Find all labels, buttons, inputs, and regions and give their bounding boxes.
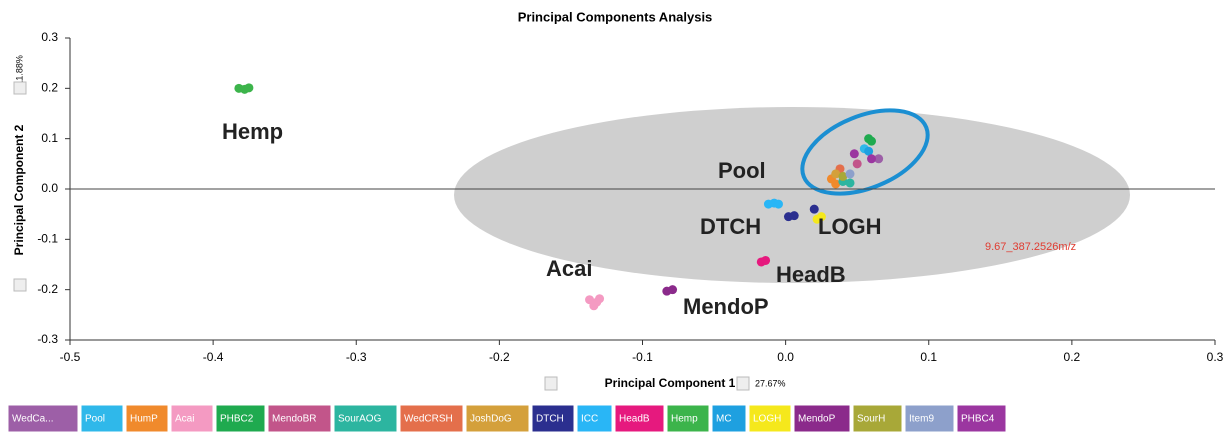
point [867, 154, 876, 164]
point [816, 212, 826, 222]
legend-swatch[interactable] [267, 404, 332, 433]
annotation: LOGH [818, 214, 882, 239]
point [838, 171, 848, 181]
legend-swatch[interactable] [465, 404, 530, 433]
y-scroll-down[interactable] [13, 278, 27, 292]
point [864, 146, 874, 156]
annotation: DTCH [700, 214, 761, 239]
legend-swatch[interactable] [793, 404, 851, 433]
point [595, 294, 605, 304]
point [852, 159, 862, 169]
annotation: MendoP [683, 294, 769, 319]
y-scroll-up[interactable] [13, 81, 27, 95]
x-tick-label: -0.2 [489, 350, 510, 364]
annotation: 9.67_387.2526m/z [985, 241, 1076, 253]
x-tick-label: -0.4 [203, 350, 224, 364]
annotation: Pool [718, 158, 766, 183]
point [773, 199, 783, 209]
legend-swatch[interactable] [170, 404, 214, 433]
legend-label[interactable]: Pool [85, 414, 105, 425]
annotation: Acai [546, 256, 592, 281]
x-scroll-right[interactable] [736, 376, 750, 391]
legend-label[interactable]: Hemp [671, 414, 698, 425]
legend-label[interactable]: MendoP [798, 414, 836, 425]
x-tick-label: 0.1 [920, 350, 937, 364]
loading-cloud [454, 107, 1130, 283]
y-tick-label: 0.1 [41, 131, 58, 145]
point [789, 211, 799, 221]
x-tick-label: 0.3 [1207, 350, 1224, 364]
legend-swatch[interactable] [904, 404, 955, 433]
legend-swatch[interactable] [956, 404, 1007, 433]
highlight-ellipse [800, 108, 930, 196]
x-tick-label: 0.2 [1064, 350, 1081, 364]
y-tick-label: -0.1 [37, 232, 58, 246]
legend-label[interactable]: JoshDoG [470, 414, 512, 425]
legend-swatch[interactable] [852, 404, 903, 433]
legend-swatch[interactable] [333, 404, 398, 433]
point [845, 178, 855, 188]
point [244, 83, 254, 93]
annotation: HeadB [776, 262, 846, 287]
legend-swatch[interactable] [576, 404, 613, 433]
legend-label[interactable]: MC [716, 414, 732, 425]
x-tick-label: -0.3 [346, 350, 367, 364]
point [831, 169, 841, 179]
y-tick-label: 0.2 [41, 81, 58, 95]
legend-label[interactable]: SourAOG [338, 414, 382, 425]
legend-label[interactable]: PHBC4 [961, 414, 995, 425]
y-tick-label: 0.0 [41, 181, 58, 195]
legend-swatch[interactable] [215, 404, 266, 433]
legend-swatch[interactable] [399, 404, 464, 433]
point [761, 255, 771, 265]
point [668, 285, 678, 295]
legend-label[interactable]: SourH [857, 414, 885, 425]
legend-label[interactable]: WedCa... [12, 414, 54, 425]
legend-swatch[interactable] [666, 404, 710, 433]
legend-swatch[interactable] [7, 404, 79, 433]
point [809, 204, 819, 214]
legend-label[interactable]: Acai [175, 414, 194, 425]
legend-swatch[interactable] [711, 404, 747, 433]
x-axis-label: Principal Component 1 [605, 376, 736, 390]
x-tick-label: -0.5 [60, 350, 81, 364]
x-tick-label: -0.1 [632, 350, 653, 364]
y-tick-label: -0.2 [37, 282, 58, 296]
point [849, 149, 859, 159]
legend-swatch[interactable] [531, 404, 575, 433]
legend-label[interactable]: Item9 [909, 414, 934, 425]
legend-label[interactable]: WedCRSH [404, 414, 453, 425]
y-axis-note: 11.88% [14, 55, 24, 85]
x-tick-label: 0.0 [777, 350, 794, 364]
legend-swatch[interactable] [125, 404, 169, 433]
point [831, 179, 841, 189]
legend-swatch[interactable] [614, 404, 665, 433]
x-scroll-left[interactable] [544, 376, 558, 391]
legend-label[interactable]: DTCH [536, 414, 564, 425]
legend-label[interactable]: HumP [130, 414, 158, 425]
y-tick-label: 0.3 [41, 30, 58, 44]
legend-label[interactable]: MendoBR [272, 414, 316, 425]
legend-swatch[interactable] [748, 404, 792, 433]
chart-title: Principal Components Analysis [518, 9, 713, 24]
legend-label[interactable]: ICC [581, 414, 598, 425]
y-tick-label: -0.3 [37, 332, 58, 346]
legend-label[interactable]: PHBC2 [220, 414, 254, 425]
point [867, 136, 876, 146]
legend-swatch[interactable] [80, 404, 124, 433]
y-axis-label: Principal Component 2 [12, 124, 26, 255]
annotation: Hemp [222, 119, 283, 144]
legend-label[interactable]: HeadB [619, 414, 650, 425]
x-axis-note: 27.67% [755, 378, 786, 388]
legend-label[interactable]: LOGH [753, 414, 781, 425]
point [589, 301, 599, 311]
point [874, 154, 884, 164]
point [845, 169, 855, 179]
